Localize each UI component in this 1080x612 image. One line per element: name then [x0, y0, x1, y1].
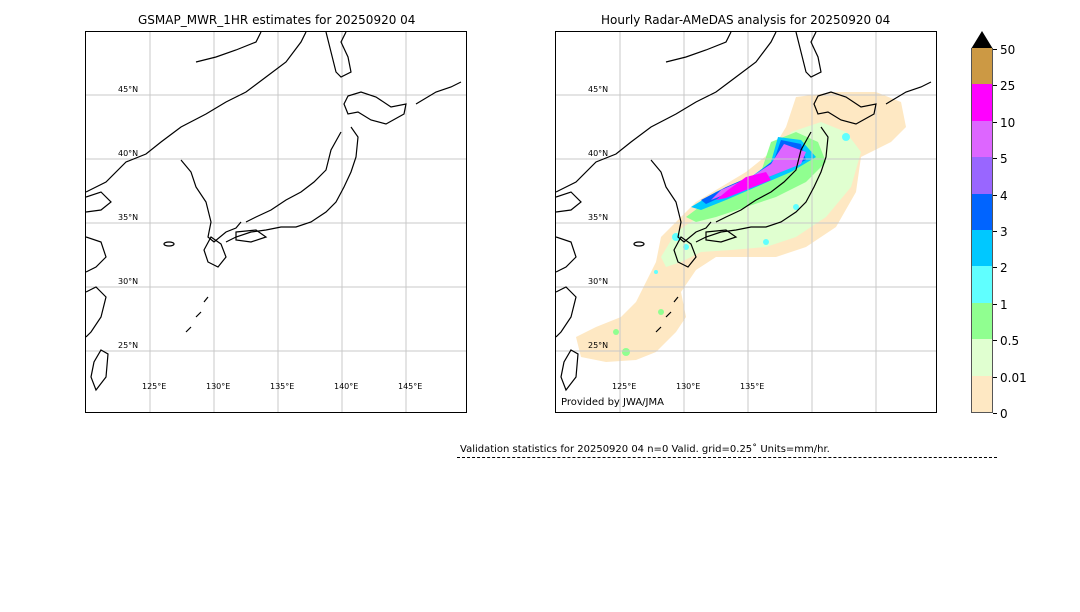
right-lat-35: 35°N [588, 213, 609, 222]
cb-tick [993, 377, 997, 378]
left-lon-135: 135°E [270, 382, 295, 391]
right-lon-135: 135°E [740, 382, 765, 391]
cb-label-1: 1 [1000, 298, 1008, 312]
cb-label-3: 3 [1000, 225, 1008, 239]
left-lat-35: 35°N [118, 213, 139, 222]
left-panel-title: GSMAP_MWR_1HR estimates for 20250920 04 [138, 13, 416, 27]
cb-tick [993, 122, 997, 123]
cb-seg-5 [972, 193, 992, 230]
validation-stats: Validation statistics for 20250920 04 n=… [460, 444, 830, 455]
right-panel-title: Hourly Radar-AMeDAS analysis for 2025092… [601, 13, 891, 27]
colorbar [971, 48, 993, 413]
left-lon-130: 130°E [206, 382, 231, 391]
left-lon-125: 125°E [142, 382, 167, 391]
right-lat-25: 25°N [588, 341, 609, 350]
cb-label-50: 50 [1000, 43, 1016, 57]
cb-seg-7 [972, 120, 992, 158]
right-lon-125: 125°E [612, 382, 637, 391]
cb-tick [993, 195, 997, 196]
cb-tick [993, 158, 997, 159]
left-lat-30: 30°N [118, 277, 139, 286]
cb-seg-1 [972, 339, 992, 376]
left-lat-45: 45°N [118, 85, 139, 94]
precipitation-map [556, 32, 936, 412]
cb-seg-6 [972, 157, 992, 194]
cb-label-0.01: 0.01 [1000, 371, 1027, 385]
cb-tick [993, 304, 997, 305]
right-lat-30: 30°N [588, 277, 609, 286]
data-credit: Provided by JWA/JMA [561, 397, 664, 408]
cb-tick [993, 231, 997, 232]
right-lat-40: 40°N [588, 149, 609, 158]
cb-label-5: 5 [1000, 152, 1008, 166]
gsmap-map [85, 31, 467, 413]
cb-label-25: 25 [1000, 79, 1016, 93]
left-lat-40: 40°N [118, 149, 139, 158]
cb-label-10: 10 [1000, 116, 1016, 130]
cb-tick [993, 340, 997, 341]
cb-seg-3 [972, 266, 992, 303]
cb-tick [993, 267, 997, 268]
left-lat-25: 25°N [118, 341, 139, 350]
cb-tick [993, 49, 997, 50]
left-lon-140: 140°E [334, 382, 359, 391]
cb-seg-4 [972, 230, 992, 267]
right-lon-130: 130°E [676, 382, 701, 391]
left-lon-145: 145°E [398, 382, 423, 391]
cb-seg-9 [972, 48, 992, 85]
cb-label-4: 4 [1000, 189, 1008, 203]
right-lat-45: 45°N [588, 85, 609, 94]
cb-seg-0 [972, 375, 992, 412]
radar-amedas-map: Provided by JWA/JMA [555, 31, 937, 413]
coastline-map [86, 32, 466, 412]
cb-seg-2 [972, 302, 992, 340]
cb-label-0.5: 0.5 [1000, 334, 1020, 348]
cb-label-2: 2 [1000, 261, 1008, 275]
cb-tick [993, 413, 997, 414]
colorbar-extend-arrow [971, 31, 993, 49]
cb-tick [993, 85, 997, 86]
cb-label-0: 0 [1000, 407, 1008, 421]
cb-seg-8 [972, 84, 992, 121]
stats-divider [457, 457, 997, 458]
